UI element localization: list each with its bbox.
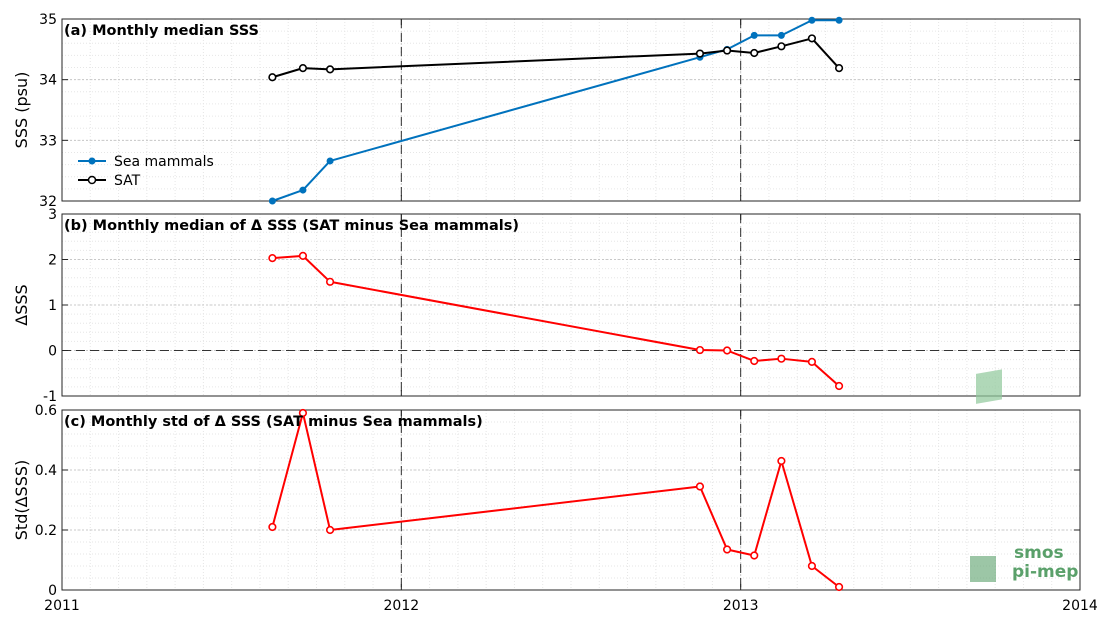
data-point — [298, 251, 308, 260]
series-line — [271, 412, 840, 588]
y-tick-label: -1 — [43, 389, 57, 405]
legend-label-sea-mammals: Sea mammals — [114, 154, 214, 170]
y-axis-label: SSS (psu) — [12, 72, 31, 149]
data-point — [326, 157, 334, 165]
panel-b: -1 0 1 2 3 ΔSSS (b) Monthly median of Δ SSS (S… — [12, 207, 1081, 405]
y-tick-label: 0 — [48, 583, 57, 599]
data-point — [777, 31, 785, 39]
y-tick-label: 0.6 — [35, 403, 57, 419]
data-point — [750, 551, 759, 560]
data-point — [268, 197, 276, 205]
y-tick-label: 35 — [39, 12, 57, 28]
data-point — [834, 64, 844, 73]
panel-c: 0 0.2 0.4 0.6 2011 2012 2013 2014 Std(ΔSSS) (c) M… — [12, 403, 1098, 614]
data-point — [777, 42, 786, 51]
y-axis-label: ΔSSS — [12, 284, 31, 325]
data-point — [268, 73, 277, 82]
data-point — [750, 48, 759, 58]
x-tick-label: 2014 — [1062, 598, 1098, 614]
y-tick-label: 3 — [48, 207, 57, 223]
panel-title: (a) Monthly median SSS — [64, 23, 259, 39]
y-tick-label: 33 — [39, 133, 57, 149]
x-tick-label: 2012 — [384, 598, 420, 614]
y-tick-label: 2 — [48, 253, 57, 269]
series-line — [272, 19, 840, 202]
data-point — [722, 545, 732, 554]
y-axis-label: Std(ΔSSS) — [12, 460, 31, 540]
data-point — [298, 408, 308, 418]
x-tick-label: 2011 — [44, 598, 80, 614]
data-point — [808, 16, 816, 24]
data-point — [325, 277, 335, 286]
legend: Sea mammals SAT — [78, 154, 214, 189]
data-point — [268, 254, 277, 263]
data-point — [695, 345, 705, 355]
y-tick-label: 1 — [48, 298, 57, 314]
legend-label-sat: SAT — [114, 173, 141, 189]
panel-a: 32 33 34 35 SSS (psu) (a) Monthly median SSS — [12, 12, 1081, 210]
y-tick-label: 34 — [39, 73, 57, 89]
data-point — [750, 356, 759, 366]
data-point — [835, 16, 843, 24]
y-tick-label: 0.2 — [35, 523, 57, 539]
data-point — [722, 346, 732, 355]
data-point — [695, 49, 705, 58]
logo-line1: smos — [1014, 543, 1064, 563]
smos-pi-mep-logo: smos pi-mep — [970, 369, 1078, 582]
data-point — [777, 456, 786, 466]
axes-box — [61, 409, 1081, 591]
data-point — [834, 582, 844, 592]
data-point — [299, 186, 307, 194]
data-point — [268, 522, 277, 532]
data-point — [325, 65, 335, 74]
data-point — [807, 561, 817, 571]
data-point — [298, 64, 308, 73]
x-tick-label: 2013 — [723, 598, 759, 614]
data-point — [777, 354, 786, 363]
y-tick-label: 0.4 — [35, 463, 57, 479]
panel-title: (b) Monthly median of Δ SSS (SAT minus S… — [64, 218, 519, 234]
panel-title: (c) Monthly std of Δ SSS (SAT minus Sea … — [64, 414, 483, 430]
y-tick-label: 32 — [39, 194, 57, 210]
logo-line2: pi-mep — [1012, 562, 1078, 582]
series-line — [272, 254, 840, 387]
y-tick-label: 0 — [48, 344, 57, 360]
data-point — [722, 46, 732, 55]
data-point — [750, 31, 758, 39]
data-point — [807, 357, 817, 366]
data-point — [834, 381, 844, 391]
data-point — [695, 482, 705, 491]
data-point — [325, 525, 335, 535]
series-line — [272, 37, 840, 79]
axes-box — [61, 18, 1081, 202]
data-point — [807, 34, 817, 43]
